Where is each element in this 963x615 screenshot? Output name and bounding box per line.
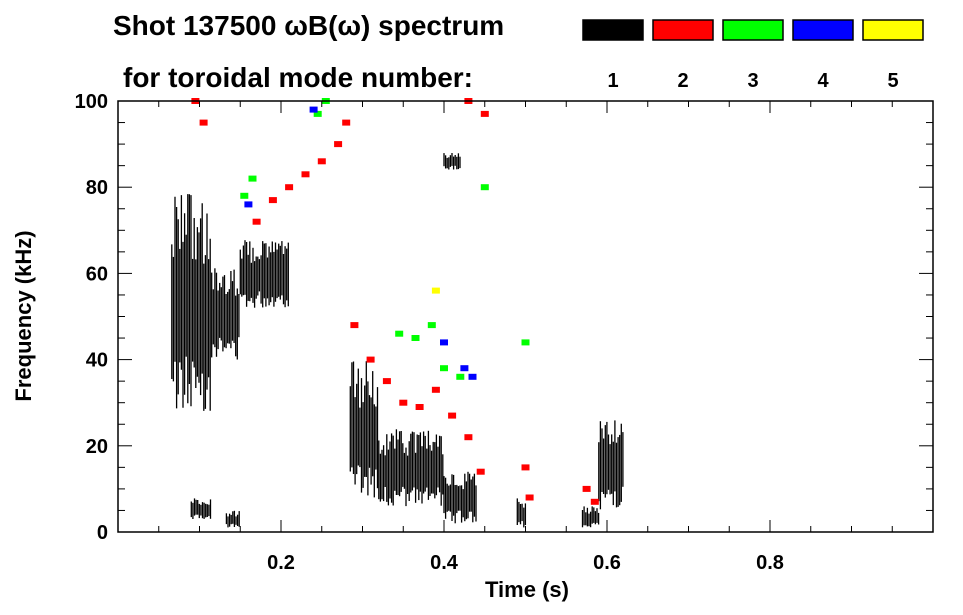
mode-3-point [248,175,257,182]
mode-2-point [199,119,208,126]
mode-2-point [350,322,359,329]
mode-2-point [521,464,530,471]
legend-swatch-5 [862,19,924,41]
mode-2-point [525,494,534,501]
mode-2-point [317,158,326,165]
mode-2-point [448,412,457,419]
x-axis-label: Time (s) [485,577,569,602]
x-tick-label: 0.6 [593,552,621,574]
y-tick-label: 100 [75,91,108,113]
axes: 0.2 0.4 0.6 0.8 0 20 40 60 80 100 [75,91,934,574]
mode-4-point [468,373,477,380]
legend-swatch-4 [792,19,854,41]
mode-2-point [431,386,440,393]
legend-swatch-1 [582,19,644,41]
mode-2-point [582,485,591,492]
mode-2-point [476,468,485,475]
mode-2-point [590,498,599,505]
legend-label-4: 4 [817,70,829,92]
legend-swatch-3 [722,19,784,41]
chart-subtitle: for toroidal mode number: [123,62,473,93]
mode-3-point [456,373,465,380]
mode-4-point [309,106,318,113]
y-axis-label: Frequency (kHz) [11,230,36,401]
legend: 1 2 3 4 5 [582,19,924,92]
chart-title: Shot 137500 ωB(ω) spectrum [113,10,504,41]
mode-4-point [460,365,469,372]
legend-label-5: 5 [887,70,898,92]
mode-2-point [399,399,408,406]
x-tick-label: 0.2 [267,552,295,574]
y-tick-label: 0 [97,522,108,544]
series-5 [431,287,440,294]
mode-3-point [440,365,448,372]
mode-3-point [411,335,420,341]
mode-2-point [334,141,343,148]
mode-2-point [480,110,489,117]
y-tick-label: 80 [86,177,108,199]
mode-3-point [427,322,436,329]
mode-3-point [240,192,249,199]
mode-3-point [313,110,322,117]
mode-3-point [395,330,404,337]
legend-swatch-2 [652,19,714,41]
series-1 [171,153,624,528]
mode-2-point [342,119,351,126]
series-4 [244,106,477,380]
mode-2-point [301,171,310,178]
legend-label-2: 2 [677,70,688,92]
mode-2-point [366,356,375,363]
y-tick-label: 40 [86,350,108,372]
legend-label-3: 3 [747,70,758,92]
mode-3-point [480,184,489,191]
x-tick-label: 0.4 [430,552,459,574]
mode-2-point [285,184,294,191]
mode-5-point [431,287,440,294]
mode-4-point [244,201,253,208]
series-3 [240,98,530,380]
mode-2-point [464,434,473,441]
mode-3-point [521,339,530,346]
plot-area [171,98,624,528]
y-tick-label: 60 [86,263,108,285]
legend-label-1: 1 [607,70,618,92]
mode-2-point [268,197,277,204]
series-2 [191,98,599,505]
mode-4-point [440,339,448,346]
x-tick-label: 0.8 [756,552,784,574]
y-tick-label: 20 [86,436,108,458]
mode-2-point [382,378,391,385]
mode-2-point [415,404,424,410]
mode-2-point [252,218,261,225]
